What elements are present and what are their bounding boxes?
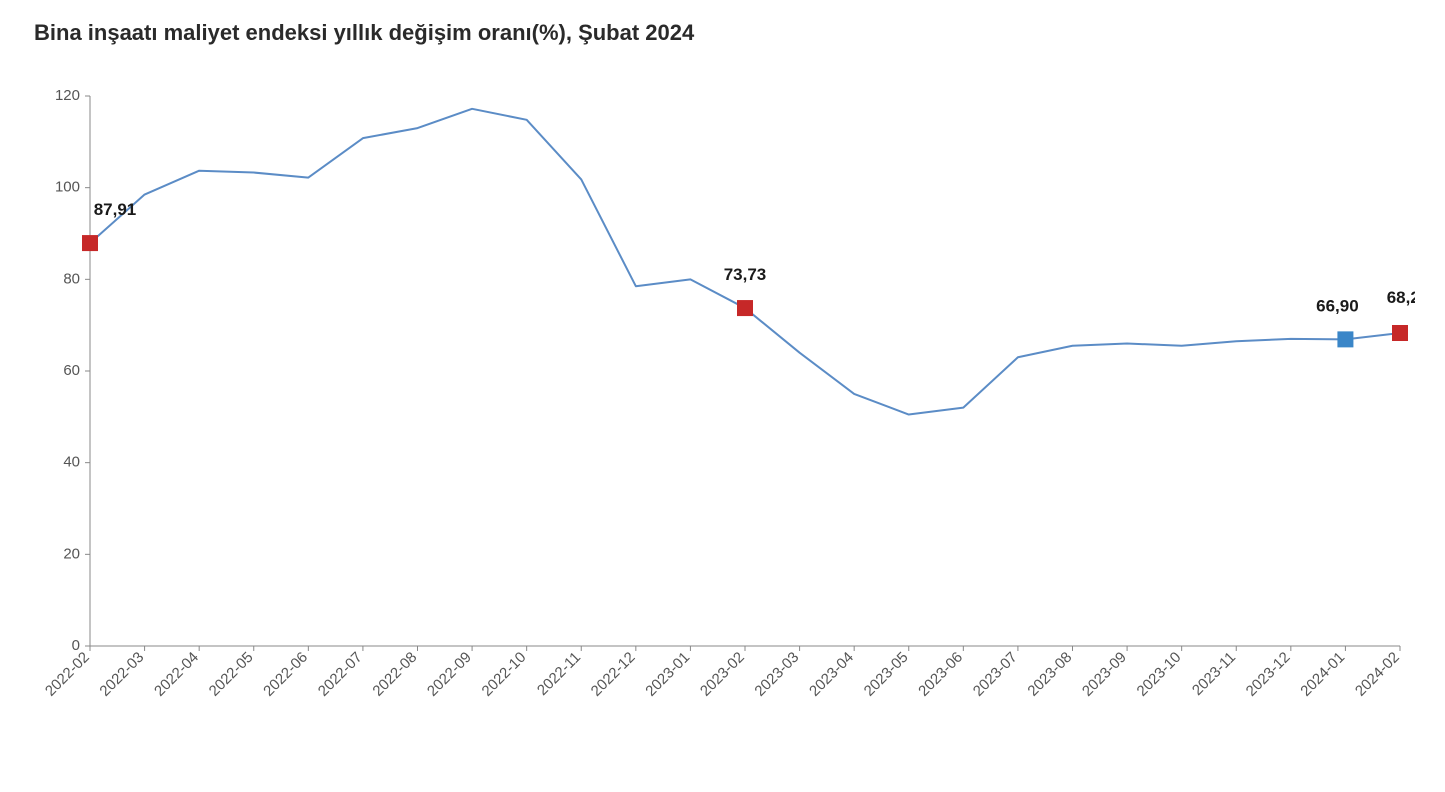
x-tick-label: 2022-05 xyxy=(206,649,257,700)
y-tick-label: 40 xyxy=(63,454,80,471)
y-tick-label: 60 xyxy=(63,362,80,379)
data-label: 73,73 xyxy=(724,265,767,284)
x-tick-label: 2022-02 xyxy=(42,649,93,700)
x-tick-label: 2023-03 xyxy=(751,649,802,700)
y-tick-label: 100 xyxy=(55,179,80,196)
x-tick-label: 2022-09 xyxy=(424,649,475,700)
x-tick-label: 2022-07 xyxy=(315,649,366,700)
x-tick-label: 2023-05 xyxy=(861,649,912,700)
x-tick-label: 2023-09 xyxy=(1079,649,1130,700)
x-tick-label: 2022-06 xyxy=(260,649,311,700)
x-tick-label: 2022-11 xyxy=(534,649,584,699)
y-tick-label: 20 xyxy=(63,545,80,562)
x-tick-label: 2022-04 xyxy=(151,649,202,700)
x-tick-label: 2022-10 xyxy=(479,649,530,700)
x-tick-label: 2023-08 xyxy=(1024,649,1075,700)
x-tick-label: 2023-02 xyxy=(697,649,748,700)
x-tick-label: 2023-12 xyxy=(1243,649,1294,700)
x-tick-label: 2022-03 xyxy=(96,649,147,700)
x-tick-label: 2023-11 xyxy=(1189,649,1239,699)
data-marker xyxy=(737,300,753,316)
data-label: 87,91 xyxy=(94,200,137,219)
line-chart: 0204060801001202022-022022-032022-042022… xyxy=(30,56,1415,776)
x-tick-label: 2023-06 xyxy=(915,649,966,700)
chart-svg: 0204060801001202022-022022-032022-042022… xyxy=(30,56,1415,776)
x-tick-label: 2022-12 xyxy=(588,649,639,700)
x-tick-label: 2023-07 xyxy=(970,649,1021,700)
x-tick-label: 2023-04 xyxy=(806,649,857,700)
chart-title: Bina inşaatı maliyet endeksi yıllık deği… xyxy=(34,20,1415,46)
x-tick-label: 2024-02 xyxy=(1352,649,1403,700)
data-marker xyxy=(1392,325,1408,341)
x-tick-label: 2023-10 xyxy=(1134,649,1185,700)
x-tick-label: 2023-01 xyxy=(642,649,693,700)
data-marker xyxy=(1337,331,1353,347)
y-tick-label: 80 xyxy=(63,270,80,287)
x-tick-label: 2024-01 xyxy=(1297,649,1348,700)
page: Bina inşaatı maliyet endeksi yıllık deği… xyxy=(0,0,1445,792)
x-tick-label: 2022-08 xyxy=(369,649,420,700)
data-label: 68,29 xyxy=(1387,288,1415,307)
data-marker xyxy=(82,235,98,251)
line-series xyxy=(90,109,1400,415)
data-label: 66,90 xyxy=(1316,296,1359,315)
y-tick-label: 120 xyxy=(55,87,80,104)
